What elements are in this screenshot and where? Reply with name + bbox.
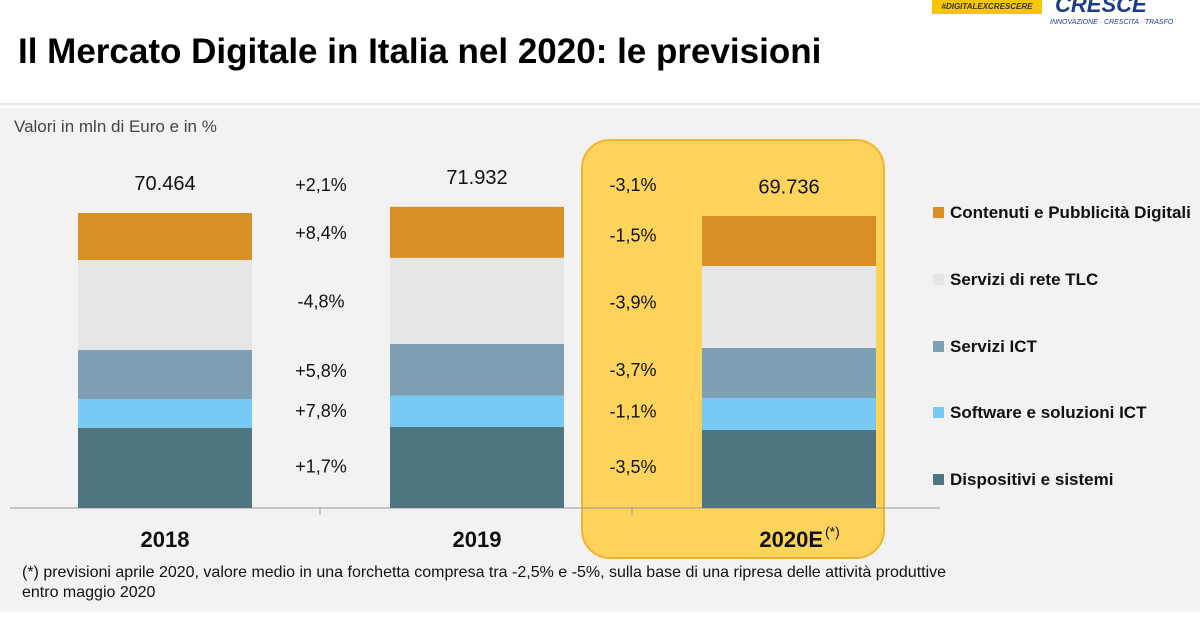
bar-segment [702,347,876,398]
legend-item: Servizi di rete TLC [933,270,1195,290]
bar-segment [702,397,876,430]
legend-swatch [933,474,944,485]
logo-tag-box [932,0,1042,14]
legend-item: Servizi ICT [933,337,1195,357]
bar-segment [702,266,876,348]
legend-swatch [933,341,944,352]
bar-segment [78,428,252,508]
legend-swatch [933,274,944,285]
legend-item: Dispositivi e sistemi [933,470,1195,490]
footnote: (*) previsioni aprile 2020, valore medio… [22,564,947,601]
bar-segment [78,260,252,351]
growth-label: +7,8% [295,401,347,421]
growth-label: -3,5% [609,457,656,477]
legend-item: Contenuti e Pubblicità Digitali [933,203,1195,223]
subtitle: Valori in mln di Euro e in % [14,117,217,136]
growth-label: -1,5% [609,225,656,245]
title: Il Mercato Digitale in Italia nel 2020: … [18,32,822,71]
total-label: 71.932 [446,167,507,189]
legend-label: Contenuti e Pubblicità Digitali [950,203,1191,222]
total-growth-label: +2,1% [295,175,347,195]
logo-tagline: INNOVAZIONE · CRESCITA · TRASFO [1050,19,1174,26]
growth-label: -3,9% [609,293,656,313]
bar-segment [390,343,564,396]
growth-label: +8,4% [295,223,347,243]
growth-label: -3,7% [609,360,656,380]
legend-swatch [933,407,944,418]
legend-swatch [933,207,944,218]
total-growth-label: -3,1% [609,175,656,195]
bar-segment [390,426,564,508]
bar-segment [702,429,876,508]
bar-segment [78,213,252,261]
growth-label: -1,1% [609,401,656,421]
total-label: 70.464 [134,173,195,195]
x-tick-label: 2019 [453,527,502,552]
legend-label: Servizi ICT [950,337,1037,356]
bar-segment [390,395,564,427]
logo-tag: #DIGITALEXCRESCERE [942,2,1034,11]
total-label: 69.736 [758,176,819,198]
category-note: (*) [825,524,840,540]
legend-label: Dispositivi e sistemi [950,470,1114,489]
legend-label: Servizi di rete TLC [950,270,1099,289]
growth-label: -4,8% [297,292,344,312]
logo-name: CRESCE [1055,0,1148,17]
bar-segment [78,350,252,400]
legend-label: Software e soluzioni ICT [950,403,1147,422]
bar-segment [702,216,876,267]
x-tick-label: 2018 [141,527,190,552]
growth-label: +5,8% [295,361,347,381]
x-tick-label: 2020E [759,527,823,552]
bar-segment [390,257,564,344]
bar-segment [78,399,252,429]
legend-item: Software e soluzioni ICT [933,403,1195,423]
growth-label: +1,7% [295,456,347,476]
bar-segment [390,206,564,258]
